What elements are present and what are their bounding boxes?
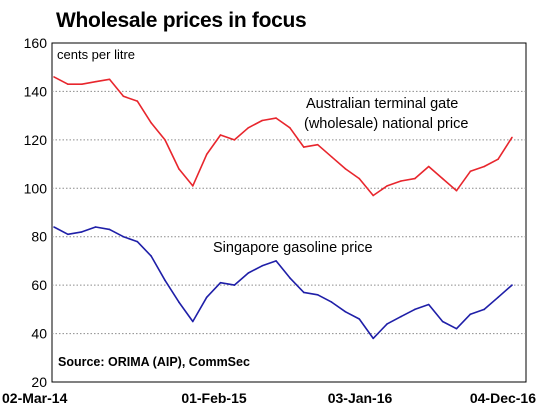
blue-point-0 bbox=[53, 226, 55, 228]
x-tick-label-3: 04-Dec-16 bbox=[470, 390, 536, 406]
y-axis-ticks: 20 40 60 80 100 120 140 160 bbox=[24, 35, 48, 390]
y-tick-label-160: 160 bbox=[24, 35, 48, 51]
y-tick-label-100: 100 bbox=[24, 180, 48, 196]
red-point-16 bbox=[275, 117, 277, 119]
blue-point-19 bbox=[316, 294, 319, 296]
red-point-18 bbox=[303, 146, 305, 148]
red-point-1 bbox=[67, 83, 69, 85]
blue-point-31 bbox=[483, 308, 486, 311]
x-tick-label-0: 02-Mar-14 bbox=[2, 390, 68, 406]
blue-point-25 bbox=[400, 315, 402, 318]
red-point-14 bbox=[247, 127, 250, 129]
blue-point-3 bbox=[94, 226, 97, 228]
blue-point-20 bbox=[330, 301, 333, 303]
blue-point-18 bbox=[303, 291, 305, 294]
blue-point-33 bbox=[511, 284, 513, 286]
red-point-4 bbox=[108, 78, 111, 81]
blue-point-6 bbox=[136, 240, 139, 243]
red-point-29 bbox=[455, 189, 458, 192]
blue-point-32 bbox=[497, 296, 499, 299]
red-point-2 bbox=[81, 83, 83, 85]
red-point-30 bbox=[469, 170, 472, 173]
red-point-20 bbox=[330, 156, 333, 158]
red-point-3 bbox=[94, 80, 97, 83]
blue-point-10 bbox=[192, 320, 194, 323]
blue-point-9 bbox=[178, 301, 180, 303]
blue-point-8 bbox=[164, 279, 166, 282]
blue-point-7 bbox=[150, 255, 152, 257]
plot-area-border bbox=[51, 42, 527, 383]
blue-point-14 bbox=[247, 272, 250, 274]
blue-point-30 bbox=[469, 313, 472, 316]
red-point-5 bbox=[122, 95, 125, 98]
red-point-23 bbox=[372, 194, 375, 197]
red-point-22 bbox=[358, 177, 361, 180]
red-point-13 bbox=[233, 139, 236, 141]
x-tick-label-1: 01-Feb-15 bbox=[181, 390, 247, 406]
source-note: Source: ORIMA (AIP), CommSec bbox=[58, 355, 250, 369]
chart-title: Wholesale prices in focus bbox=[56, 9, 307, 32]
red-point-12 bbox=[219, 134, 222, 136]
red-point-26 bbox=[414, 177, 416, 180]
red-point-7 bbox=[150, 122, 152, 124]
red-point-21 bbox=[344, 168, 347, 170]
red-point-10 bbox=[192, 185, 194, 187]
blue-point-29 bbox=[455, 327, 458, 330]
red-point-24 bbox=[386, 185, 388, 187]
y-axis-unit-label: cents per litre bbox=[57, 47, 135, 62]
blue-point-11 bbox=[205, 296, 208, 299]
red-point-8 bbox=[164, 139, 166, 141]
red-point-32 bbox=[497, 158, 499, 160]
blue-point-1 bbox=[67, 233, 69, 236]
series-line-red bbox=[53, 76, 513, 197]
red-point-9 bbox=[178, 168, 180, 170]
red-point-17 bbox=[289, 127, 291, 129]
blue-point-13 bbox=[233, 284, 236, 286]
y-tick-label-140: 140 bbox=[24, 83, 48, 99]
blue-point-16 bbox=[275, 260, 277, 262]
red-point-6 bbox=[136, 100, 139, 102]
y-tick-label-20: 20 bbox=[31, 374, 47, 390]
y-tick-label-80: 80 bbox=[31, 229, 47, 245]
x-axis-ticks: 02-Mar-14 01-Feb-15 03-Jan-16 04-Dec-16 bbox=[2, 390, 536, 406]
series-line-blue bbox=[53, 226, 513, 340]
y-tick-label-60: 60 bbox=[31, 277, 47, 293]
red-point-31 bbox=[483, 165, 486, 168]
red-point-28 bbox=[441, 177, 444, 180]
red-point-25 bbox=[400, 180, 402, 182]
red-series-annotation-line1: Australian terminal gate bbox=[306, 96, 458, 112]
y-tick-label-120: 120 bbox=[24, 132, 48, 148]
blue-point-12 bbox=[219, 281, 222, 284]
blue-point-27 bbox=[427, 303, 430, 306]
blue-point-15 bbox=[261, 265, 264, 267]
blue-point-5 bbox=[122, 235, 125, 238]
red-point-11 bbox=[205, 153, 208, 156]
blue-point-4 bbox=[108, 228, 111, 231]
blue-point-23 bbox=[372, 337, 375, 340]
red-point-0 bbox=[53, 76, 55, 78]
y-tick-label-40: 40 bbox=[31, 326, 47, 342]
red-series-annotation-line2: (wholesale) national price bbox=[304, 116, 468, 132]
blue-series-annotation: Singapore gasoline price bbox=[213, 240, 373, 256]
blue-point-2 bbox=[81, 231, 83, 233]
blue-point-24 bbox=[386, 323, 388, 325]
x-tick-label-2: 03-Jan-16 bbox=[328, 390, 393, 406]
red-point-27 bbox=[427, 165, 430, 168]
blue-point-17 bbox=[289, 277, 291, 279]
red-point-15 bbox=[261, 119, 264, 122]
red-point-33 bbox=[511, 136, 513, 139]
blue-point-21 bbox=[344, 311, 347, 313]
blue-point-26 bbox=[414, 308, 416, 311]
red-point-19 bbox=[316, 143, 319, 146]
blue-point-28 bbox=[441, 320, 444, 323]
series-lines bbox=[53, 76, 513, 340]
blue-point-22 bbox=[358, 318, 361, 320]
